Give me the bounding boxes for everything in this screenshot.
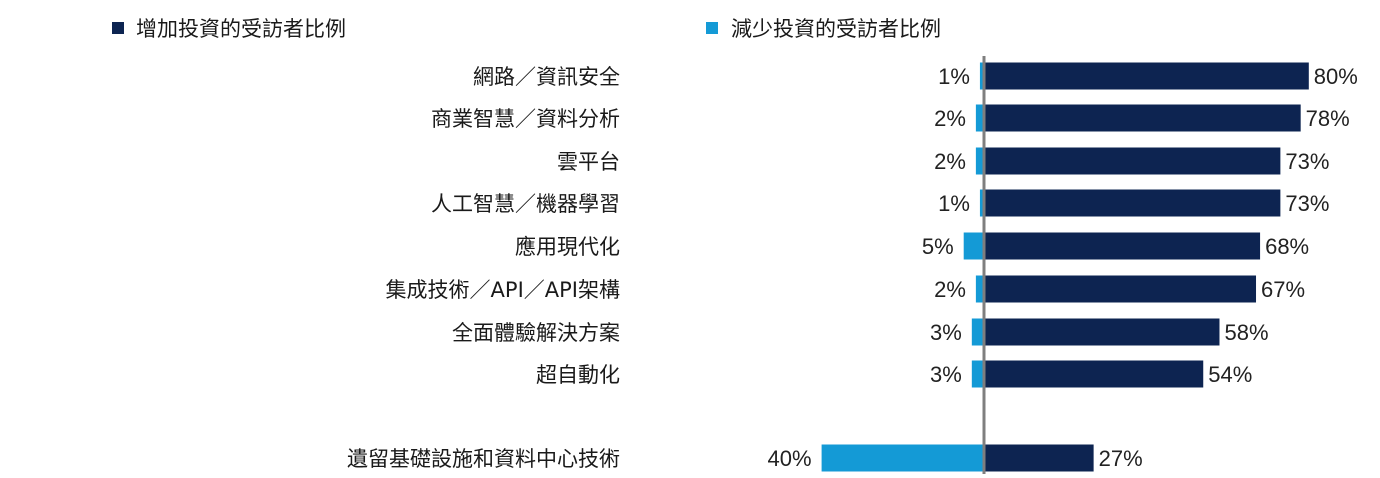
bar-decrease-row-5	[963, 232, 984, 260]
legend-swatch-decrease	[706, 22, 718, 34]
bar-decrease-row-8	[971, 360, 984, 388]
category-label-row-3: 雲平台	[557, 150, 620, 174]
category-label-row-6: 集成技術／API／API架構	[386, 278, 620, 302]
category-label-row-7: 全面體驗解決方案	[452, 321, 620, 345]
bar-decrease-row-9	[821, 444, 984, 472]
value-label-increase-row-4: 73%	[1285, 191, 1329, 216]
bar-decrease-row-1	[979, 62, 984, 90]
value-label-increase-row-1: 80%	[1314, 64, 1358, 89]
bar-decrease-row-3	[975, 147, 984, 175]
value-label-increase-row-7: 58%	[1224, 320, 1268, 345]
bar-decrease-row-6	[975, 275, 984, 303]
legend-label-increase: 增加投資的受訪者比例	[136, 17, 346, 41]
bar-increase-row-4	[984, 189, 1281, 217]
legend-swatch-increase	[112, 22, 124, 34]
value-label-decrease-row-3: 2%	[934, 149, 966, 174]
value-label-increase-row-9: 27%	[1099, 446, 1143, 471]
category-label-row-5: 應用現代化	[515, 235, 620, 259]
bar-increase-row-2	[984, 104, 1301, 132]
category-label-row-4: 人工智慧／機器學習	[431, 192, 620, 216]
category-label-row-1: 網路／資訊安全	[473, 65, 620, 89]
bar-increase-row-3	[984, 147, 1281, 175]
value-label-increase-row-8: 54%	[1208, 362, 1252, 387]
value-label-decrease-row-9: 40%	[768, 446, 812, 471]
bar-decrease-row-2	[975, 104, 984, 132]
value-label-decrease-row-4: 1%	[938, 191, 970, 216]
bar-increase-row-8	[984, 360, 1204, 388]
bar-increase-row-7	[984, 318, 1220, 346]
bar-increase-row-6	[984, 275, 1257, 303]
value-label-decrease-row-7: 3%	[930, 320, 962, 345]
legend: 增加投資的受訪者比例 減少投資的受訪者比例	[112, 17, 941, 41]
legend-label-decrease: 減少投資的受訪者比例	[731, 17, 941, 41]
value-label-decrease-row-6: 2%	[934, 277, 966, 302]
value-label-increase-row-3: 73%	[1285, 149, 1329, 174]
bar-decrease-row-4	[979, 189, 984, 217]
bars	[821, 62, 1309, 472]
category-labels: 網路／資訊安全商業智慧／資料分析雲平台人工智慧／機器學習應用現代化集成技術／AP…	[347, 65, 620, 471]
value-label-increase-row-2: 78%	[1306, 106, 1350, 131]
bar-increase-row-5	[984, 232, 1261, 260]
value-labels: 80% 1% 78% 2% 73% 2% 73% 1% 68% 5% 67% 2% 58% 3% 54% 3%…	[768, 64, 1358, 471]
bar-increase-row-1	[984, 62, 1309, 90]
value-label-increase-row-6: 67%	[1261, 277, 1305, 302]
category-label-row-2: 商業智慧／資料分析	[431, 107, 620, 131]
bar-increase-row-9	[984, 444, 1094, 472]
value-label-decrease-row-8: 3%	[930, 362, 962, 387]
value-label-increase-row-5: 68%	[1265, 234, 1309, 259]
category-label-row-8: 超自動化	[536, 363, 620, 387]
value-label-decrease-row-1: 1%	[938, 64, 970, 89]
value-label-decrease-row-5: 5%	[922, 234, 954, 259]
category-label-row-9: 遺留基礎設施和資料中心技術	[347, 447, 620, 471]
value-label-decrease-row-2: 2%	[934, 106, 966, 131]
bar-decrease-row-7	[971, 318, 984, 346]
